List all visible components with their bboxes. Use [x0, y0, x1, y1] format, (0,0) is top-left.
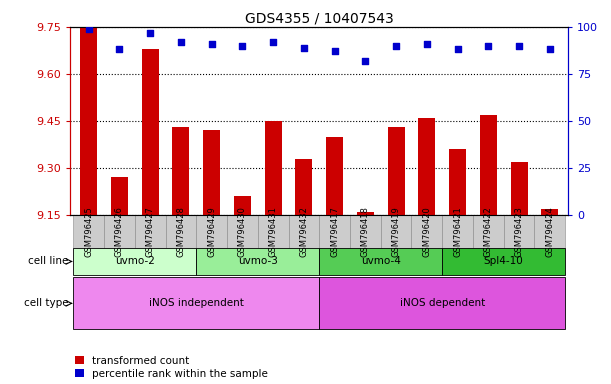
Text: uvmo-4: uvmo-4	[360, 257, 401, 266]
Bar	[480, 115, 497, 215]
Bar	[326, 137, 343, 215]
Bar	[196, 248, 320, 275]
Point	[299, 45, 309, 51]
Point	[360, 58, 370, 64]
Text: GSM796419: GSM796419	[392, 206, 401, 257]
Bar	[442, 248, 565, 275]
Text: GSM796422: GSM796422	[484, 206, 493, 257]
Bar	[473, 215, 503, 248]
Text: GSM796429: GSM796429	[207, 206, 216, 257]
Point	[207, 41, 216, 47]
Bar	[73, 215, 104, 248]
Text: GSM796427: GSM796427	[145, 206, 155, 257]
Bar	[419, 118, 435, 215]
Bar	[320, 248, 442, 275]
Text: iNOS dependent: iNOS dependent	[400, 298, 485, 308]
Text: GSM796421: GSM796421	[453, 206, 462, 257]
Point	[330, 48, 340, 55]
Text: Spl4-10: Spl4-10	[484, 257, 524, 266]
Text: GSM796420: GSM796420	[422, 206, 431, 257]
Bar	[234, 196, 251, 215]
Bar	[196, 215, 227, 248]
Text: GSM796428: GSM796428	[177, 206, 185, 257]
Bar	[265, 121, 282, 215]
Bar	[111, 177, 128, 215]
Point	[453, 46, 463, 53]
Bar	[258, 215, 288, 248]
Text: GSM796430: GSM796430	[238, 206, 247, 257]
Bar	[172, 127, 189, 215]
Bar	[503, 215, 535, 248]
Point	[84, 26, 93, 32]
Text: GSM796432: GSM796432	[299, 206, 309, 257]
Bar	[296, 159, 312, 215]
Point	[176, 39, 186, 45]
Text: cell type: cell type	[24, 298, 68, 308]
Bar	[166, 215, 196, 248]
Bar	[449, 149, 466, 215]
Point	[483, 43, 493, 49]
Text: GSM796425: GSM796425	[84, 206, 93, 257]
Bar	[387, 127, 404, 215]
Text: GSM796418: GSM796418	[361, 206, 370, 257]
Legend: transformed count, percentile rank within the sample: transformed count, percentile rank withi…	[76, 356, 268, 379]
Point	[391, 43, 401, 49]
Text: cell line: cell line	[28, 257, 68, 266]
Text: GSM796417: GSM796417	[330, 206, 339, 257]
Point	[268, 39, 278, 45]
Point	[114, 46, 124, 53]
Bar	[442, 215, 473, 248]
Bar	[135, 215, 166, 248]
Bar	[357, 212, 374, 215]
Point	[238, 43, 247, 49]
Text: iNOS independent: iNOS independent	[149, 298, 244, 308]
Bar	[541, 209, 558, 215]
Text: GSM796423: GSM796423	[514, 206, 524, 257]
Point	[422, 41, 432, 47]
Bar	[535, 215, 565, 248]
Point	[514, 43, 524, 49]
Text: uvmo-3: uvmo-3	[238, 257, 278, 266]
Bar	[288, 215, 320, 248]
Bar	[511, 162, 527, 215]
Bar	[227, 215, 258, 248]
Point	[545, 46, 555, 53]
Bar	[411, 215, 442, 248]
Bar	[203, 130, 220, 215]
Bar	[104, 215, 135, 248]
Text: GSM796424: GSM796424	[545, 206, 554, 257]
Title: GDS4355 / 10407543: GDS4355 / 10407543	[245, 12, 393, 26]
Bar	[381, 215, 411, 248]
Text: GSM796426: GSM796426	[115, 206, 124, 257]
Text: uvmo-2: uvmo-2	[115, 257, 155, 266]
Bar	[73, 277, 320, 329]
Bar	[73, 248, 196, 275]
Point	[145, 30, 155, 36]
Bar	[320, 215, 350, 248]
Text: GSM796431: GSM796431	[269, 206, 277, 257]
Bar	[350, 215, 381, 248]
Bar	[80, 27, 97, 215]
Bar	[142, 49, 159, 215]
Bar	[320, 277, 565, 329]
